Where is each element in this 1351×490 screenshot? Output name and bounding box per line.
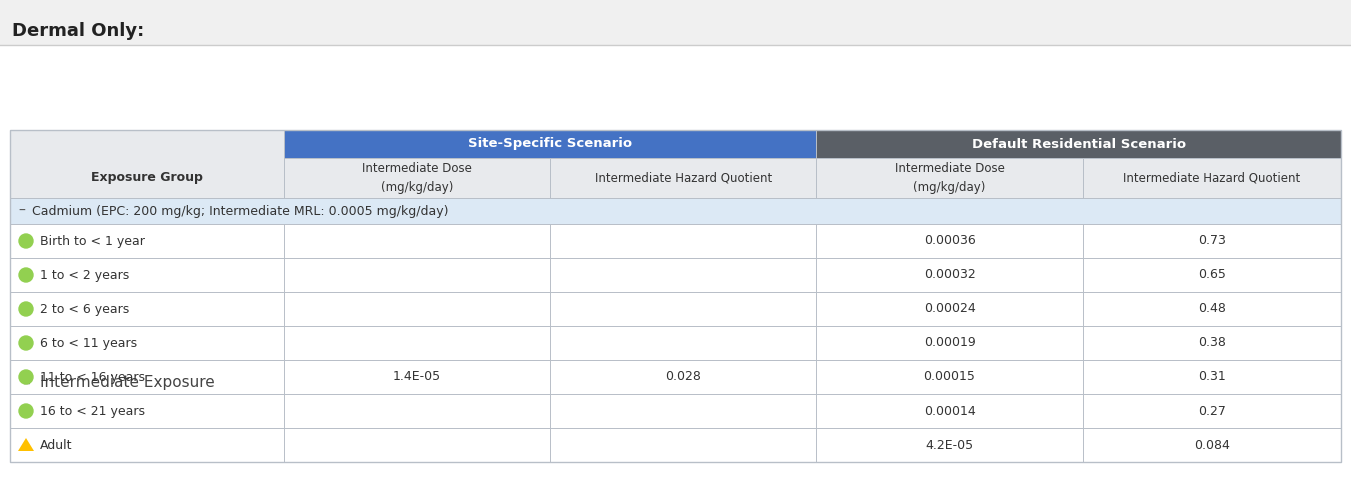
Circle shape — [19, 370, 32, 384]
Text: 0.00014: 0.00014 — [924, 405, 975, 417]
Text: 6 to < 11 years: 6 to < 11 years — [41, 337, 136, 349]
Bar — [816, 158, 1082, 198]
FancyBboxPatch shape — [1215, 404, 1331, 436]
Bar — [9, 258, 1342, 292]
Text: 0.31: 0.31 — [1198, 370, 1225, 384]
Polygon shape — [18, 438, 34, 451]
Text: 0.00024: 0.00024 — [924, 302, 975, 316]
Bar — [284, 158, 550, 198]
Circle shape — [19, 302, 32, 316]
Text: –: – — [18, 204, 24, 218]
Text: 0.028: 0.028 — [666, 370, 701, 384]
Circle shape — [19, 336, 32, 350]
Text: Intermediate Hazard Quotient: Intermediate Hazard Quotient — [594, 172, 771, 185]
Bar — [816, 130, 1342, 158]
Bar — [9, 292, 1342, 326]
Bar — [9, 394, 1342, 428]
Text: Birth to < 1 year: Birth to < 1 year — [41, 235, 145, 247]
Bar — [9, 360, 1342, 394]
Text: Intermediate Dose
(mg/kg/day): Intermediate Dose (mg/kg/day) — [894, 163, 1004, 194]
Circle shape — [19, 234, 32, 248]
Text: Intermediate Exposure: Intermediate Exposure — [41, 375, 215, 391]
Text: 16 to < 21 years: 16 to < 21 years — [41, 405, 145, 417]
Text: 0.00032: 0.00032 — [924, 269, 975, 281]
Circle shape — [19, 268, 32, 282]
Text: 11 to < 16 years: 11 to < 16 years — [41, 370, 145, 384]
Text: 0.38: 0.38 — [1198, 337, 1225, 349]
Circle shape — [19, 404, 32, 418]
Text: Intermediate Hazard Quotient: Intermediate Hazard Quotient — [1123, 172, 1301, 185]
Text: 0.00036: 0.00036 — [924, 235, 975, 247]
Text: Cadmium (EPC: 200 mg/kg; Intermediate MRL: 0.0005 mg/kg/day): Cadmium (EPC: 200 mg/kg; Intermediate MR… — [32, 204, 449, 218]
Bar — [1082, 158, 1342, 198]
Text: Exposure Group: Exposure Group — [91, 172, 203, 185]
Bar — [9, 198, 1342, 224]
Text: 0.27: 0.27 — [1198, 405, 1225, 417]
Text: Default Residential Scenario: Default Residential Scenario — [971, 138, 1186, 150]
Text: 1 to < 2 years: 1 to < 2 years — [41, 269, 130, 281]
Text: 4.2E-05: 4.2E-05 — [925, 439, 974, 451]
Text: 2 to < 6 years: 2 to < 6 years — [41, 302, 130, 316]
Text: 0.65: 0.65 — [1198, 269, 1225, 281]
Text: 0.084: 0.084 — [1194, 439, 1229, 451]
Text: 0.00019: 0.00019 — [924, 337, 975, 349]
Text: Site-Specific Scenario: Site-Specific Scenario — [469, 138, 632, 150]
Bar — [284, 130, 816, 158]
Bar — [9, 130, 284, 198]
Text: 0.00015: 0.00015 — [924, 370, 975, 384]
Bar — [9, 224, 1342, 258]
Text: Adult: Adult — [41, 439, 73, 451]
Text: Collapse All: Collapse All — [1236, 414, 1309, 426]
Text: –: – — [22, 375, 30, 391]
Bar — [9, 130, 1342, 462]
Bar — [0, 0, 1351, 45]
Text: 0.48: 0.48 — [1198, 302, 1225, 316]
Bar — [9, 326, 1342, 360]
Bar — [550, 158, 816, 198]
Text: 1.4E-05: 1.4E-05 — [393, 370, 442, 384]
Text: Intermediate Dose
(mg/kg/day): Intermediate Dose (mg/kg/day) — [362, 163, 471, 194]
Text: Dermal Only:: Dermal Only: — [12, 22, 145, 40]
Text: 0.73: 0.73 — [1198, 235, 1225, 247]
Bar — [9, 428, 1342, 462]
